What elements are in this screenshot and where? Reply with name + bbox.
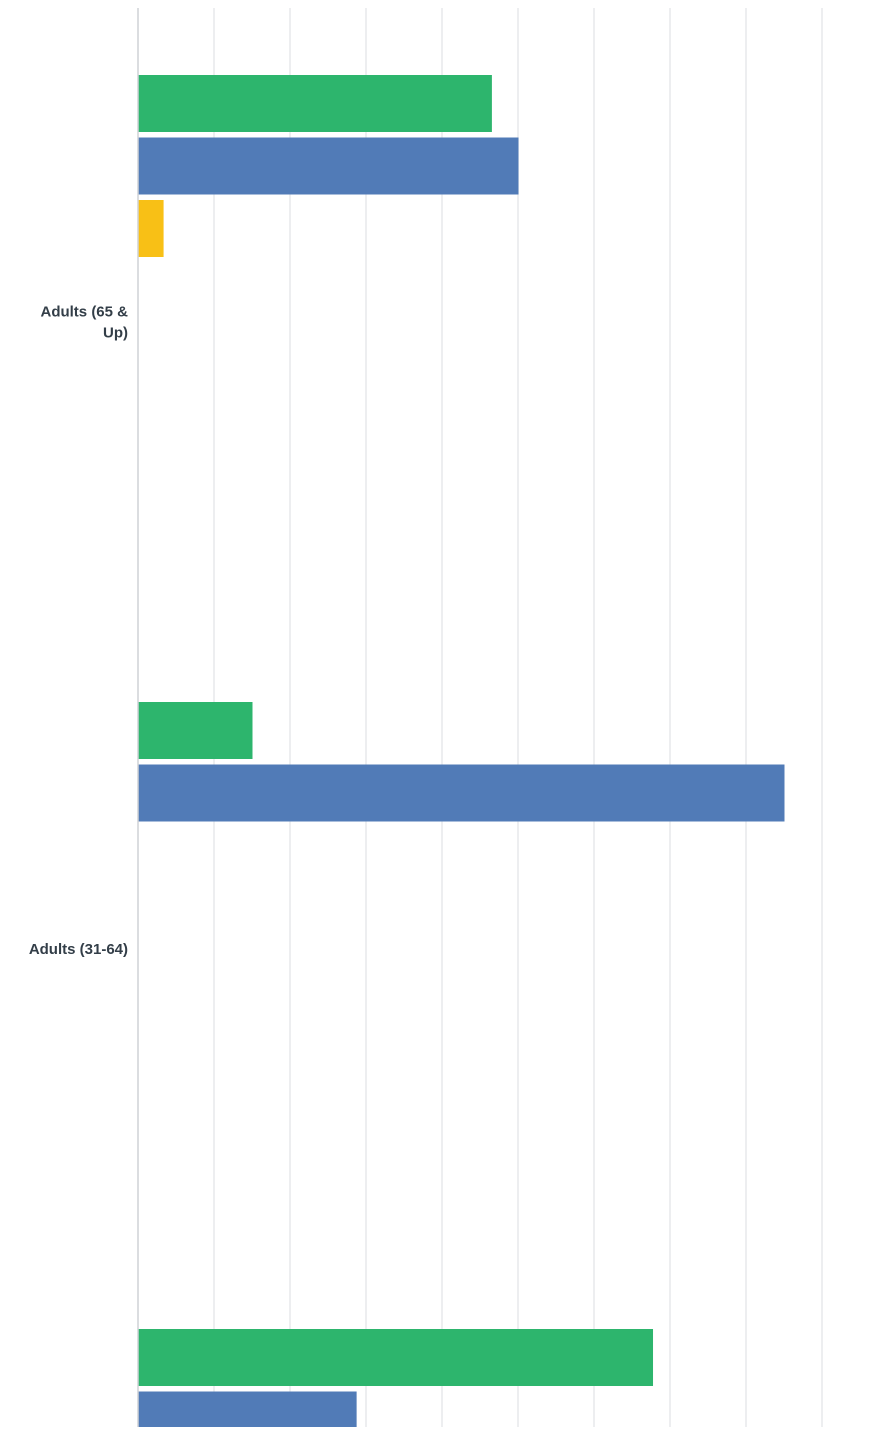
grid-lines: [213, 8, 823, 1427]
category-label-line: Adults (31-64): [29, 941, 128, 958]
bar: [138, 702, 253, 759]
bar: [138, 75, 492, 132]
bar: [138, 1391, 357, 1432]
category-labels: Adults (65 & Up) Adults (31-64): [29, 304, 128, 959]
category-label-line: Up): [103, 325, 128, 342]
bar: [138, 764, 785, 822]
bars: [138, 75, 785, 1432]
bar: [138, 200, 164, 257]
category-label: Adults (65 & Up): [40, 304, 128, 342]
category-label-line: Adults (65 &: [40, 304, 128, 321]
category-label: Adults (31-64): [29, 941, 128, 958]
bar: [138, 1329, 654, 1386]
bar: [138, 137, 519, 195]
